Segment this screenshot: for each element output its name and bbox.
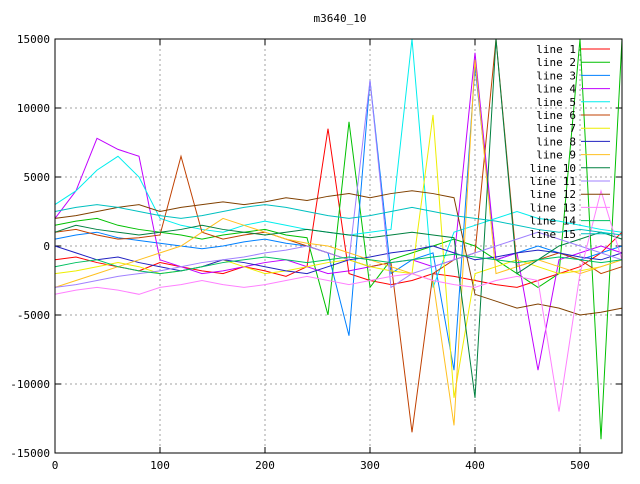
series-line-14 [54,253,623,275]
series-lines [54,38,623,440]
x-tick-label: 300 [360,459,380,472]
y-tick-label: -5000 [17,309,50,322]
legend-label: line 6 [536,109,576,122]
y-tick-label: -15000 [10,447,50,460]
legend-label: line 1 [536,43,576,56]
legend-label: line 10 [530,162,576,175]
legend-label: line 3 [536,69,576,82]
y-tick-label: 15000 [17,33,50,46]
legend-label: line 8 [536,135,576,148]
legend-label: line 9 [536,149,576,162]
legend-label: line 2 [536,56,576,69]
legend-label: line 5 [536,96,576,109]
x-tick-label: 0 [52,459,59,472]
x-tick-label: 100 [150,459,170,472]
legend-label: line 11 [530,175,576,188]
legend-label: line 15 [530,228,576,241]
series-line-3 [54,66,623,371]
series-line-10 [54,38,623,398]
series-line-13 [54,188,623,412]
series-line-12 [54,190,623,316]
legend-label: line 14 [530,215,577,228]
legend-label: line 4 [536,83,576,96]
y-tick-label: 0 [43,240,50,253]
series-line-8 [54,245,623,275]
y-tick-label: 5000 [24,171,51,184]
x-tick-label: 500 [570,459,590,472]
y-tick-label: -10000 [10,378,50,391]
chart-title: m3640_10 [314,12,367,25]
legend-label: line 13 [530,201,576,214]
series-line-15 [54,204,623,236]
x-tick-label: 200 [255,459,275,472]
y-tick-label: 10000 [17,102,50,115]
x-tick-label: 400 [465,459,485,472]
legend-label: line 12 [530,188,576,201]
legend-label: line 7 [536,122,576,135]
series-line-9 [54,59,623,426]
axis-ticks: 0 100 200 300 400 500 -15000 -10000 -5000 0 5000 10… [10,33,622,472]
series-line-2 [54,38,623,440]
plot-border [54,38,623,454]
series-line-1 [54,128,623,288]
